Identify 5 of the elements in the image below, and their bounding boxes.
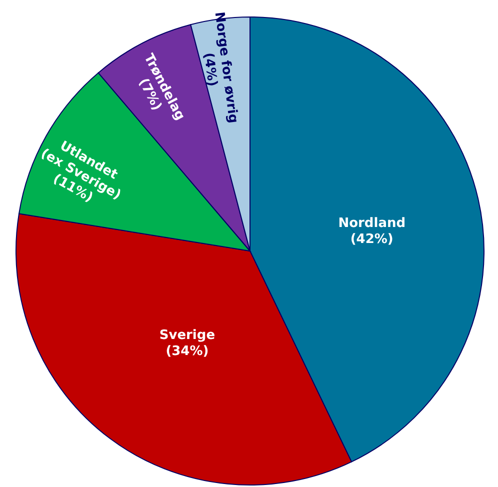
data-label: (4%) xyxy=(200,52,220,88)
data-label: (42%) xyxy=(350,232,394,248)
slice-label: Sverige xyxy=(159,328,216,344)
data-label: (34%) xyxy=(166,344,209,360)
slice-label: Nordland xyxy=(338,216,406,232)
